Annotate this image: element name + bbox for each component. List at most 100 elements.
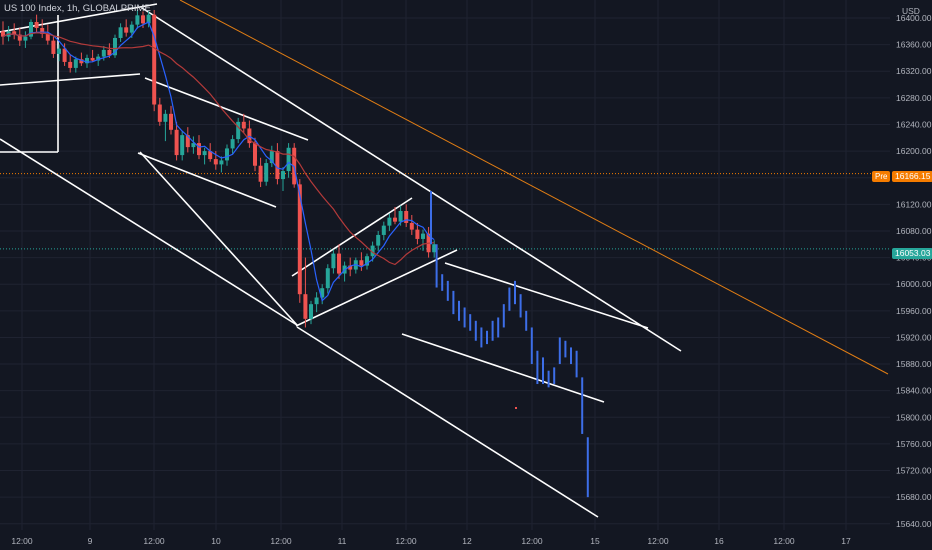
projection-bar [486, 330, 488, 345]
candle-body [57, 48, 61, 54]
candle-body [113, 37, 117, 56]
candle-body [73, 59, 78, 68]
candle-body [297, 184, 302, 295]
candle-body [404, 210, 409, 223]
currency-label: USD [902, 6, 920, 16]
candle-body [331, 253, 336, 269]
projection-bar [564, 340, 567, 358]
projection-bar [553, 367, 556, 385]
candle [303, 257, 308, 328]
candle [409, 214, 414, 235]
trendline [137, 152, 277, 208]
candle [124, 19, 129, 37]
x-tick-label: 16 [714, 536, 724, 546]
candle-body [230, 139, 235, 149]
candle [113, 34, 117, 58]
candle-body [370, 245, 375, 257]
candle-body [118, 27, 123, 38]
projection-bar [502, 304, 505, 328]
candle [174, 121, 179, 161]
y-tick-label: 16320.00 [896, 66, 932, 76]
candle-body [180, 135, 185, 156]
x-tick-label: 12:00 [143, 536, 165, 546]
x-tick-label: 12:00 [270, 536, 292, 546]
y-tick-label: 15920.00 [896, 332, 932, 342]
candle-body [34, 21, 39, 28]
x-tick-label: 11 [338, 536, 347, 546]
candle-body [208, 151, 213, 160]
candle [1, 21, 5, 45]
candle-body [40, 27, 45, 34]
y-tick-label: 15960.00 [896, 306, 932, 316]
candle [90, 49, 95, 62]
candle-body [286, 147, 291, 172]
y-tick-label: 15760.00 [896, 439, 932, 449]
candle [325, 264, 330, 294]
candle [202, 147, 207, 165]
candle-body [269, 151, 274, 164]
candle-body [163, 113, 168, 122]
y-tick-label: 16120.00 [896, 199, 932, 209]
candle-body [314, 297, 319, 305]
candle [275, 143, 280, 185]
candle [163, 109, 168, 142]
candle-body [185, 135, 190, 148]
x-tick-label: 12:00 [773, 536, 795, 546]
ma-slow-line [2, 32, 435, 266]
candles[interactable] [1, 10, 437, 328]
trendline [296, 326, 599, 518]
y-tick-label: 16360.00 [896, 40, 932, 50]
current-price-tag: 16053.03 [892, 248, 932, 259]
candle-body [146, 14, 151, 24]
candle-body [432, 244, 437, 253]
x-tick-label: 15 [590, 536, 600, 546]
candle [393, 207, 397, 225]
candle-body [264, 163, 269, 182]
projection-bar [480, 327, 483, 348]
candle [68, 54, 73, 73]
projection-bar [469, 314, 472, 331]
candle-body [62, 48, 67, 62]
candle [376, 230, 381, 251]
candle-body [45, 33, 50, 41]
candle-body [393, 217, 397, 222]
candle [135, 10, 140, 29]
candle-body [68, 61, 73, 68]
candle [281, 167, 285, 192]
candle [331, 249, 336, 274]
x-tick-label: 12:00 [11, 536, 33, 546]
candle [309, 300, 313, 325]
candle [219, 156, 224, 173]
candle [348, 257, 353, 277]
trendline [401, 333, 605, 403]
y-tick-label: 15880.00 [896, 359, 932, 369]
candle-body [409, 222, 414, 230]
trendlines [0, 0, 889, 518]
candle [225, 144, 229, 166]
candle [45, 24, 50, 45]
candle [118, 23, 123, 42]
candle-body [79, 59, 84, 64]
orange-trendline [179, 0, 889, 375]
x-tick-label: 9 [88, 536, 93, 546]
candle-body [169, 113, 173, 130]
candle [40, 19, 45, 38]
y-tick-label: 15640.00 [896, 519, 932, 529]
candle-body [85, 57, 89, 64]
projection-bar [581, 377, 584, 434]
candle-body [152, 14, 157, 105]
grid [0, 0, 890, 530]
candle-body [124, 27, 129, 33]
x-axis[interactable]: 12:00 9 12:00 10 12:00 11 12:00 12 12:00 15 12:00 1… [11, 536, 851, 546]
candle-body [387, 217, 392, 226]
candle [157, 97, 162, 126]
trendline [291, 197, 413, 277]
projection-bar [575, 350, 578, 378]
projection-bar [570, 347, 572, 365]
candle [79, 52, 84, 66]
projection-bar [508, 287, 511, 311]
candle-body [90, 57, 95, 61]
candle-body [23, 36, 28, 41]
x-tick-label: 12 [462, 536, 472, 546]
